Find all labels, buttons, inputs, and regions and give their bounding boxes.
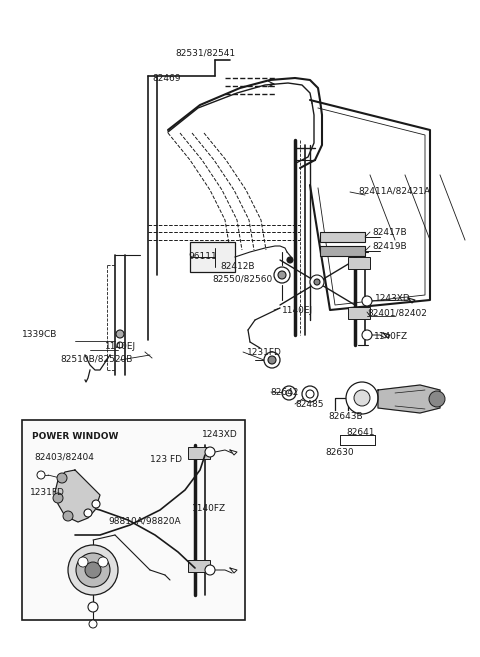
Circle shape [57,473,67,483]
Circle shape [117,342,123,348]
Circle shape [306,390,314,398]
Bar [348,257,370,269]
Text: 82419B: 82419B [372,242,407,251]
Text: 82642: 82642 [270,388,299,397]
Text: POWER WINDOW: POWER WINDOW [32,432,119,441]
Circle shape [76,553,110,587]
Circle shape [85,562,101,578]
Circle shape [362,330,372,340]
Text: 82417B: 82417B [372,228,407,237]
Text: 82469: 82469 [152,74,180,83]
Text: 82411A/82421A: 82411A/82421A [358,186,430,195]
Text: 82641: 82641 [346,428,374,437]
Circle shape [302,386,318,402]
Circle shape [116,330,124,338]
Circle shape [88,602,98,612]
Text: 1231FD: 1231FD [247,348,282,357]
Text: 98810A/98820A: 98810A/98820A [108,516,180,525]
Text: 82401/82402: 82401/82402 [367,308,427,317]
Text: 82510B/82520B: 82510B/82520B [60,354,132,363]
Polygon shape [55,470,100,522]
Text: 123 FD: 123 FD [150,455,182,464]
Bar [190,242,235,272]
Circle shape [78,557,88,567]
Circle shape [287,257,293,263]
Circle shape [278,271,286,279]
Text: 82630: 82630 [325,448,354,457]
Circle shape [274,267,290,283]
Circle shape [362,296,372,306]
Bar [188,447,210,459]
Text: 1140EJ: 1140EJ [282,306,313,315]
Circle shape [89,620,97,628]
Circle shape [314,279,320,285]
Circle shape [282,386,296,400]
Bar [320,246,365,256]
Text: 1231FD: 1231FD [30,488,65,497]
Text: 1140EJ: 1140EJ [105,342,136,351]
Text: 82643B: 82643B [328,412,362,421]
Circle shape [63,511,73,521]
Circle shape [98,557,108,567]
Polygon shape [378,385,440,413]
Circle shape [268,356,276,364]
Text: 82412B: 82412B [220,262,254,271]
Bar [320,232,365,242]
Text: 1140FZ: 1140FZ [374,332,408,341]
Text: 1243XD: 1243XD [375,294,411,303]
Circle shape [205,447,215,457]
Bar [348,307,370,319]
Text: 82403/82404: 82403/82404 [34,452,94,461]
Circle shape [53,493,63,503]
Text: 1243XD: 1243XD [202,430,238,439]
Circle shape [37,471,45,479]
Text: 1140FZ: 1140FZ [192,504,226,513]
Circle shape [264,352,280,368]
Text: 1339CB: 1339CB [22,330,58,339]
Text: 82485: 82485 [295,400,324,409]
Circle shape [429,391,445,407]
Text: 82550/82560: 82550/82560 [212,274,272,283]
Circle shape [84,509,92,517]
Text: 96111: 96111 [188,252,217,261]
Circle shape [286,390,292,396]
Bar [188,560,210,572]
Circle shape [205,565,215,575]
Circle shape [92,500,100,508]
Circle shape [346,382,378,414]
Circle shape [354,390,370,406]
Circle shape [68,545,118,595]
Text: 82531/82541: 82531/82541 [175,48,235,57]
Bar [22,420,245,620]
Circle shape [310,275,324,289]
